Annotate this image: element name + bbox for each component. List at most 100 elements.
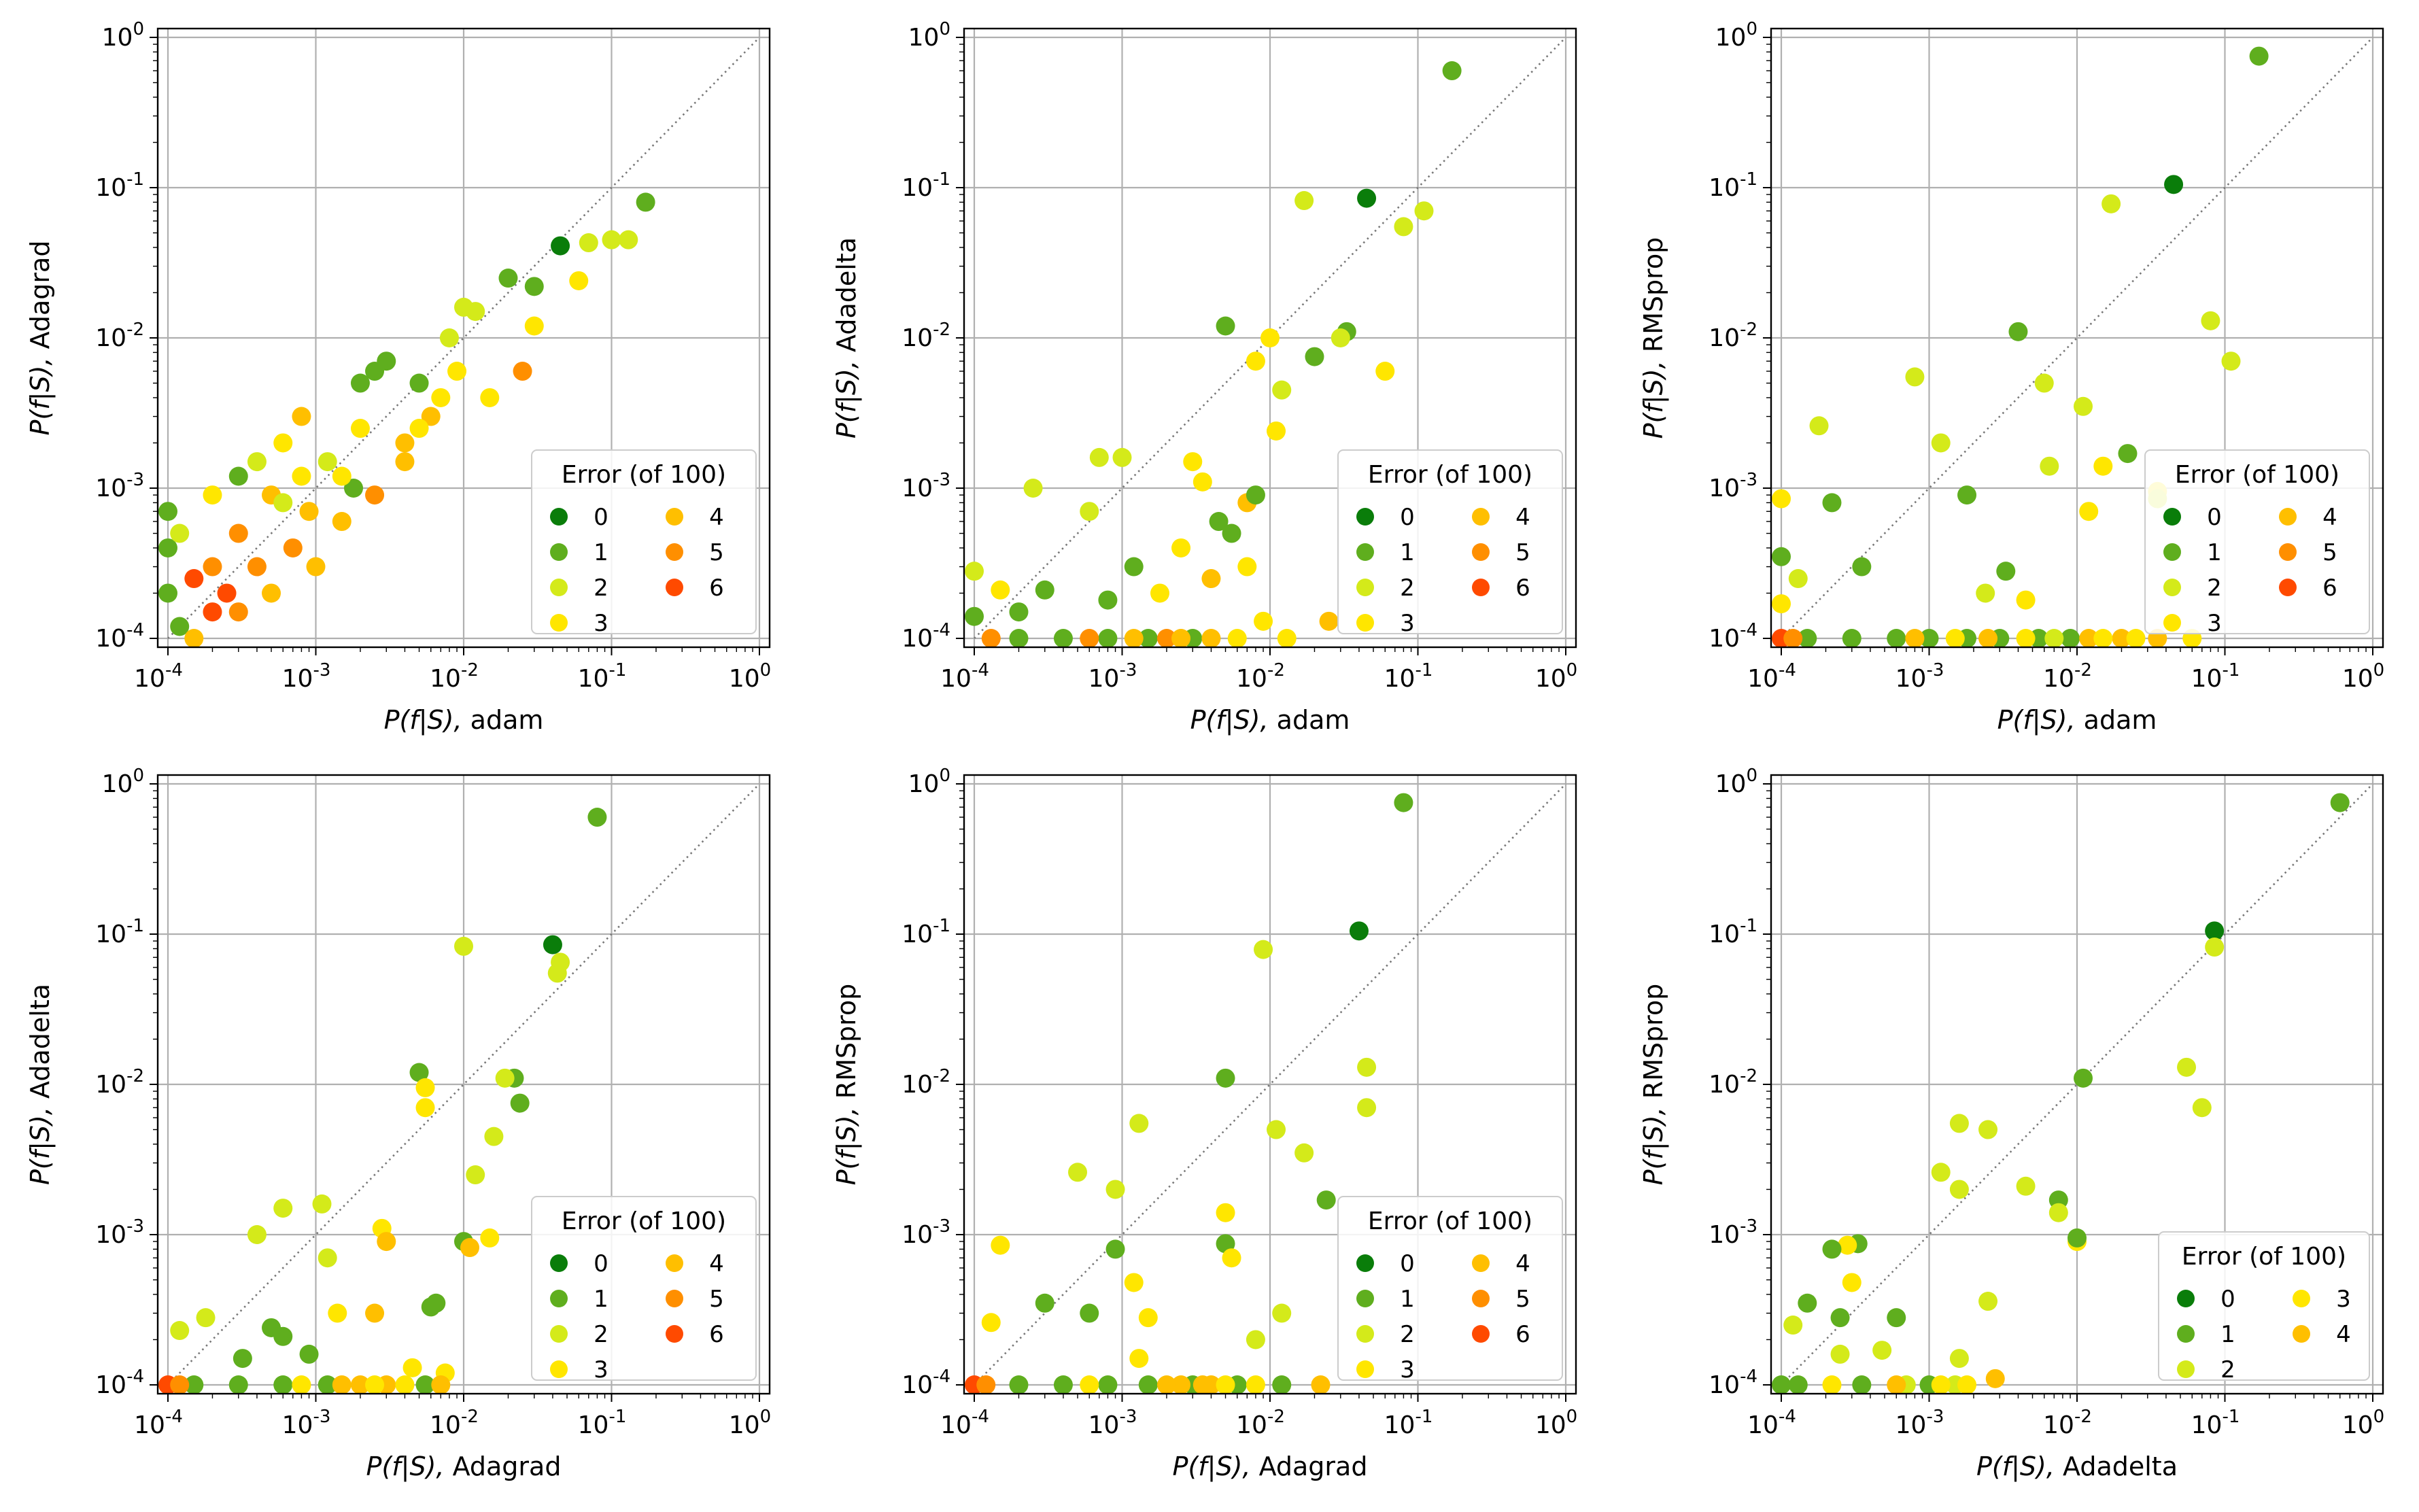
x-tick-exponent: 0 [1566,660,1578,681]
x-tick-label: 10-3 [1895,660,1944,693]
data-point-err-2 [1394,217,1413,237]
data-point-err-3 [2093,629,2113,648]
data-point-err-2 [1105,1180,1125,1199]
y-tick-exponent: 0 [133,766,144,786]
data-point-err-1 [1222,523,1241,543]
x-axis-label: P(f|S), Adagrad [366,1451,562,1482]
data-point-err-4 [377,1232,396,1252]
data-point-err-4 [2112,629,2131,648]
data-point-err-4 [395,452,415,472]
data-point-err-1 [228,1375,248,1394]
data-point-err-3 [1254,611,1273,631]
data-point-err-2 [2101,194,2121,213]
y-axis-label-prefix: P(f|S), [25,1099,56,1185]
x-tick-label: 100 [729,660,771,693]
x-tick-label: 10-3 [282,660,331,693]
data-point-err-1 [1772,1375,1791,1394]
legend-label: 4 [709,504,724,531]
x-tick-base: 10 [2043,665,2074,693]
data-point-err-1 [228,466,248,486]
data-point-err-4 [1156,1375,1176,1394]
x-tick-label: 10-2 [430,1407,479,1439]
data-point-err-1 [2061,629,2080,648]
x-tick-exponent: 0 [1566,1407,1578,1427]
x-tick-base: 10 [134,665,165,693]
legend-label: 0 [594,504,608,531]
data-point-err-1 [1316,1190,1336,1210]
data-point-err-2 [454,936,473,956]
data-point-err-5 [981,629,1001,648]
data-point-err-3 [1945,629,1965,648]
data-point-err-2 [247,1225,267,1244]
data-point-err-3 [1171,538,1191,557]
x-tick-base: 10 [578,665,609,693]
data-point-err-1 [318,1375,337,1394]
y-axis-label-name: RMSprop [831,984,861,1099]
data-point-err-1 [1919,629,1939,648]
y-tick-label: 10-2 [902,1066,950,1099]
legend-label: 3 [2207,610,2222,637]
y-tick-label: 10-4 [902,1367,950,1399]
data-point-err-4 [332,1375,351,1394]
axes-frame [1770,774,2384,1395]
legend-marker-4 [1472,508,1490,526]
legend-marker-2 [550,1325,568,1343]
axes-frame [156,774,771,1395]
legend-marker-3 [2293,1290,2310,1307]
data-point-err-3 [1216,1203,1235,1222]
x-axis-label-name: adam [470,705,544,735]
data-point-err-3 [1246,1375,1265,1394]
x-tick-label: 10-3 [1088,1407,1137,1439]
y-tick-exponent: -3 [126,470,144,490]
x-tick-label: 10-3 [1895,1407,1944,1439]
data-point-err-1 [1788,1375,1808,1394]
identity-line [167,37,760,639]
y-tick-base: 10 [1709,475,1740,502]
data-point-err-2 [2034,373,2054,393]
data-point-err-1 [1822,493,1842,513]
data-point-err-1 [2068,1228,2087,1248]
data-point-err-2 [2074,396,2093,416]
legend-marker-1 [1356,1290,1374,1307]
data-point-err-3 [415,1098,435,1118]
x-tick-exponent: 0 [2373,1407,2385,1427]
data-point-err-4 [1887,1375,1906,1394]
data-point-err-3 [524,316,544,336]
data-point-err-1 [2008,322,2028,341]
data-point-err-0 [2205,921,2225,941]
data-point-err-4 [421,407,441,426]
data-point-err-1 [184,1375,204,1394]
data-point-err-4 [1171,1375,1191,1394]
legend-label: 2 [2220,1356,2235,1384]
x-axis-label-name: Adagrad [1259,1451,1368,1481]
data-point-err-3 [332,466,351,486]
identity-line [974,783,1566,1386]
data-point-err-2 [1905,367,1925,387]
y-tick-label: 10-2 [902,320,950,352]
data-point-err-3 [991,580,1010,600]
legend-label: 5 [709,539,724,566]
y-tick-base: 10 [902,921,933,948]
data-point-err-3 [273,433,293,453]
data-point-err-3 [1772,594,1791,614]
legend-title: Error (of 100) [2182,1243,2346,1271]
data-point-err-3 [1957,1375,1977,1394]
data-point-err-4 [1193,1375,1212,1394]
x-tick-exponent: -3 [1926,1407,1944,1427]
legend-label: 3 [1400,610,1415,637]
y-tick-label: 10-3 [902,470,950,502]
data-point-err-1 [1009,1375,1029,1394]
y-tick-label: 10-1 [95,916,144,948]
legend-label: 1 [594,1286,608,1313]
data-point-err-4 [395,433,415,453]
data-point-err-2 [547,963,567,983]
data-point-err-3 [1931,1375,1951,1394]
x-tick-base: 10 [1088,665,1120,693]
legend: Error (of 100) 0 1 2 3 4 5 6 [2144,449,2370,637]
y-tick-label: 10-4 [95,1367,144,1399]
x-tick-exponent: -2 [1267,660,1285,681]
data-point-err-2 [1414,201,1434,221]
y-tick-label: 10-2 [95,320,144,352]
data-point-err-2 [170,1321,190,1341]
y-tick-label: 10-3 [95,470,144,502]
